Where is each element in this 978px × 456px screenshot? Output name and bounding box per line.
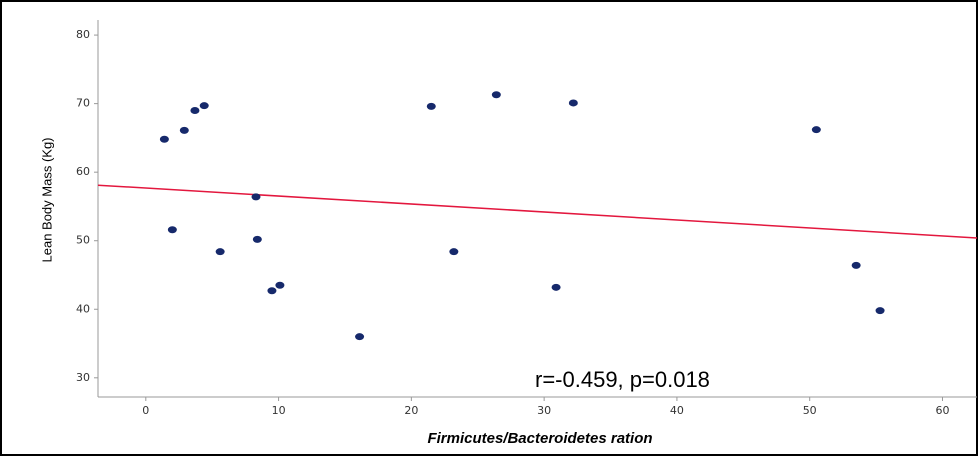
point [215,248,225,256]
point [199,102,209,110]
point [267,287,277,295]
point [449,248,459,256]
point [426,102,436,110]
x-axis-label: Firmicutes/Bacteroidetes ration [427,430,652,447]
point [251,193,261,201]
point [491,91,501,99]
fit-line [97,184,978,239]
y-tick-label: 70 [76,97,90,110]
point [159,135,169,143]
x-tick-label: 30 [537,404,551,417]
x-tick-label: 10 [272,404,286,417]
point [811,126,821,134]
point [851,261,861,269]
y-tick-label: 30 [76,371,90,384]
point [252,235,262,243]
point [179,126,189,134]
y-tick-label: 80 [76,28,90,41]
y-tick-label: 40 [76,302,90,315]
y-tick-label: 50 [76,234,90,247]
point [568,99,578,107]
x-tick-label: 50 [803,404,817,417]
point [167,226,177,234]
point [190,106,200,114]
annotation: r=-0.459, p=0.018 [535,367,710,392]
point [275,281,285,289]
x-tick-label: 40 [670,404,684,417]
point [875,307,885,315]
point [551,283,561,291]
x-tick-label: 0 [142,404,149,417]
x-tick-label: 60 [935,404,949,417]
point [355,333,365,341]
y-tick-label: 60 [76,165,90,178]
y-axis-label: Lean Body Mass (Kg) [39,137,54,262]
x-tick-label: 20 [404,404,418,417]
